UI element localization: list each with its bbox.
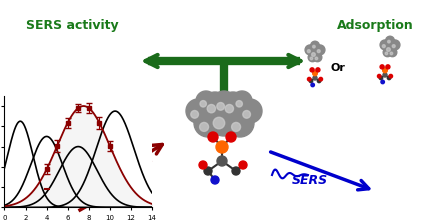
Text: SERS: SERS: [292, 175, 328, 188]
Circle shape: [224, 179, 230, 185]
Circle shape: [217, 103, 224, 110]
Circle shape: [305, 45, 315, 55]
Circle shape: [309, 79, 313, 83]
Circle shape: [385, 52, 388, 55]
Circle shape: [310, 68, 314, 72]
Circle shape: [386, 65, 390, 69]
Circle shape: [317, 50, 320, 53]
Circle shape: [212, 91, 236, 115]
Circle shape: [319, 77, 323, 81]
Text: Adsorption: Adsorption: [337, 19, 413, 31]
Circle shape: [311, 83, 314, 87]
Circle shape: [206, 100, 242, 136]
Circle shape: [308, 77, 311, 81]
Circle shape: [238, 99, 262, 123]
Circle shape: [217, 156, 227, 166]
Circle shape: [191, 111, 198, 118]
Circle shape: [315, 45, 325, 55]
Circle shape: [387, 48, 390, 52]
Circle shape: [208, 132, 218, 142]
Circle shape: [213, 117, 225, 129]
Circle shape: [313, 53, 322, 62]
Circle shape: [307, 50, 310, 53]
Circle shape: [380, 40, 390, 50]
Circle shape: [386, 36, 394, 45]
Circle shape: [226, 132, 236, 142]
Circle shape: [199, 161, 207, 169]
Circle shape: [384, 42, 396, 54]
Circle shape: [232, 167, 240, 175]
Circle shape: [390, 52, 393, 55]
Circle shape: [388, 40, 390, 43]
Circle shape: [310, 57, 313, 60]
Circle shape: [200, 101, 207, 107]
Circle shape: [380, 65, 384, 69]
Circle shape: [389, 74, 392, 78]
Circle shape: [225, 105, 233, 113]
Circle shape: [392, 45, 395, 48]
Text: Laser: Laser: [114, 159, 152, 171]
Circle shape: [388, 48, 397, 57]
Circle shape: [313, 71, 317, 76]
Circle shape: [216, 141, 228, 153]
Circle shape: [379, 76, 383, 80]
Circle shape: [315, 57, 318, 60]
Circle shape: [317, 79, 321, 83]
Circle shape: [383, 68, 387, 73]
Circle shape: [377, 74, 381, 78]
Circle shape: [200, 122, 209, 131]
Circle shape: [226, 109, 254, 137]
Circle shape: [194, 109, 222, 137]
Circle shape: [207, 105, 215, 113]
Text: SERS activity: SERS activity: [25, 19, 118, 31]
Circle shape: [202, 92, 228, 118]
Circle shape: [308, 53, 317, 62]
Circle shape: [204, 167, 212, 175]
Circle shape: [381, 80, 384, 84]
Circle shape: [383, 48, 392, 57]
Circle shape: [312, 53, 315, 56]
Circle shape: [211, 176, 219, 184]
Circle shape: [316, 68, 320, 72]
Circle shape: [313, 76, 317, 80]
Text: Or: Or: [331, 63, 346, 73]
Circle shape: [196, 91, 216, 111]
Circle shape: [186, 99, 210, 123]
Circle shape: [239, 161, 247, 169]
Circle shape: [387, 76, 391, 80]
Circle shape: [383, 73, 387, 77]
Circle shape: [232, 91, 252, 111]
Circle shape: [243, 111, 250, 118]
Circle shape: [312, 45, 315, 48]
Circle shape: [236, 101, 242, 107]
Circle shape: [220, 92, 246, 118]
Circle shape: [232, 122, 240, 131]
Circle shape: [382, 45, 385, 48]
Circle shape: [390, 40, 400, 50]
Circle shape: [311, 41, 319, 50]
Circle shape: [309, 47, 321, 59]
